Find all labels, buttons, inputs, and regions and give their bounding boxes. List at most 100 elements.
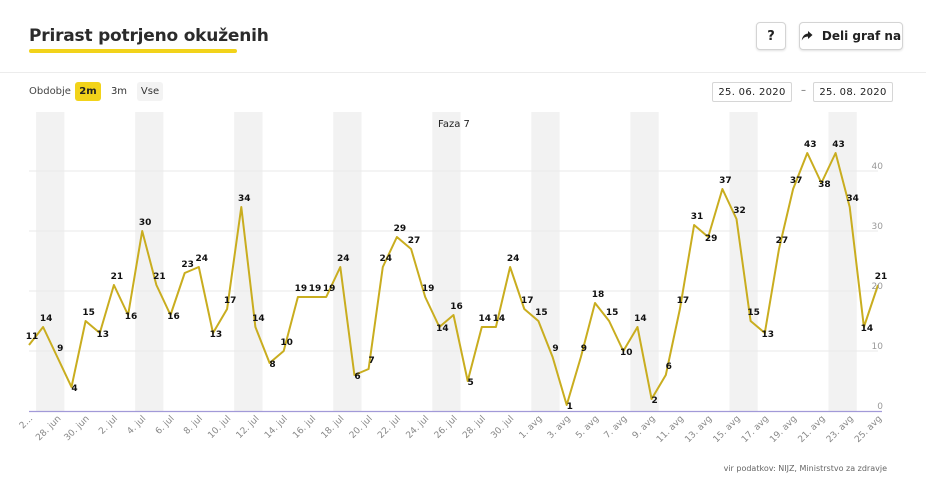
data-label: 14 [436,324,449,334]
weekend-band [729,112,758,411]
data-label: 23 [181,260,194,270]
data-label: 1 [567,402,573,412]
x-tick-label: 18. jul [320,414,347,441]
period-option-2m[interactable]: 2m [75,82,101,101]
data-label: 15 [747,308,760,318]
data-label: 9 [552,344,558,354]
data-label: 21 [111,272,124,282]
source-note: vir podatkov: NIJZ, Ministrstvo za zdrav… [723,464,887,473]
data-label: 4 [71,384,77,394]
x-tick-label: 21. avg [797,414,828,445]
y-tick-label: 10 [872,342,884,352]
help-button[interactable]: ? [756,22,786,50]
data-label: 17 [224,296,237,306]
data-label: 11 [26,332,39,342]
data-label: 18 [592,290,605,300]
share-arrow-icon [801,31,813,41]
x-tick-label: 2. jul [97,414,120,437]
data-label: 24 [507,254,520,264]
data-label: 14 [479,314,492,324]
x-tick-label: 6. jul [154,414,177,437]
data-label: 43 [804,140,817,150]
x-tick-label: 12. jul [235,414,262,441]
y-tick-label: 30 [872,222,884,232]
title-underline [29,49,237,53]
data-label: 31 [691,212,704,222]
weekend-band [828,112,857,411]
data-label: 13 [210,330,223,340]
x-tick-label: 23. avg [825,414,856,445]
x-tick-label: 5. avg [574,414,601,441]
x-tick-label: 20. jul [348,414,375,441]
x-tick-label: 17. avg [740,414,771,445]
data-label: 7 [368,356,374,366]
data-label: 19 [295,284,308,294]
series-line [28,152,879,406]
data-label: 27 [776,236,789,246]
data-label: 19 [309,284,322,294]
data-label: 9 [57,344,63,354]
period-option-3m[interactable]: 3m [110,86,128,97]
weekend-band [432,112,461,411]
data-label: 21 [153,272,166,282]
data-label: 10 [280,338,293,348]
data-label: 13 [762,330,775,340]
phase-annotation: Faza 7 [438,119,470,130]
date-from-input[interactable]: 25. 06. 2020 [712,82,792,102]
weekend-band [36,112,65,411]
data-label: 29 [705,234,718,244]
x-tick-label: 26. jul [433,414,460,441]
x-tick-label: 28. jun [34,414,63,443]
data-label: 2 [651,396,657,406]
share-button[interactable]: Deli graf na [799,22,903,50]
data-label: 15 [606,308,619,318]
y-tick-label: 0 [877,402,883,412]
x-tick-label: 28. jul [461,414,488,441]
y-tick-label: 40 [872,162,884,172]
data-label: 9 [581,344,587,354]
data-label: 21 [875,272,888,282]
period-option-all[interactable]: Vse [137,82,163,101]
data-label: 43 [832,140,845,150]
data-label: 24 [379,254,392,264]
x-tick-label: 11. avg [655,414,686,445]
data-label: 17 [521,296,534,306]
data-label: 29 [394,224,407,234]
x-tick-label: 10. jul [206,414,233,441]
x-tick-label: 7. avg [603,414,630,441]
data-label: 34 [238,194,251,204]
data-label: 34 [846,194,859,204]
data-label: 17 [677,296,690,306]
data-label: 6 [354,372,360,382]
x-tick-label: 15. avg [712,414,743,445]
data-label: 24 [337,254,350,264]
x-tick-label: 13. avg [683,414,714,445]
weekend-band [333,112,362,411]
x-tick-label: 22. jul [376,414,403,441]
data-label: 19 [422,284,435,294]
data-label: 37 [719,176,732,186]
data-label: 13 [96,330,109,340]
data-label: 15 [535,308,548,318]
date-to-input[interactable]: 25. 08. 2020 [813,82,893,102]
data-label: 6 [666,362,672,372]
x-tick-label: 9. avg [631,414,658,441]
share-button-label: Deli graf na [821,29,902,43]
data-label: 30 [139,218,152,228]
x-tick-label: 16. jul [291,414,318,441]
x-tick-label: 30. jul [489,414,516,441]
y-tick-label: 20 [872,282,884,292]
data-label: 19 [323,284,336,294]
x-tick-label: 19. avg [768,414,799,445]
data-label: 5 [468,378,474,388]
data-label: 27 [408,236,421,246]
x-tick-label: 8. jul [182,414,205,437]
period-label: Obdobje [29,86,71,97]
x-tick-label: 1. avg [518,414,545,441]
x-tick-label: 3. avg [546,414,573,441]
data-label: 14 [634,314,647,324]
data-label: 37 [790,176,803,186]
data-label: 8 [269,360,275,370]
data-label: 15 [82,308,95,318]
